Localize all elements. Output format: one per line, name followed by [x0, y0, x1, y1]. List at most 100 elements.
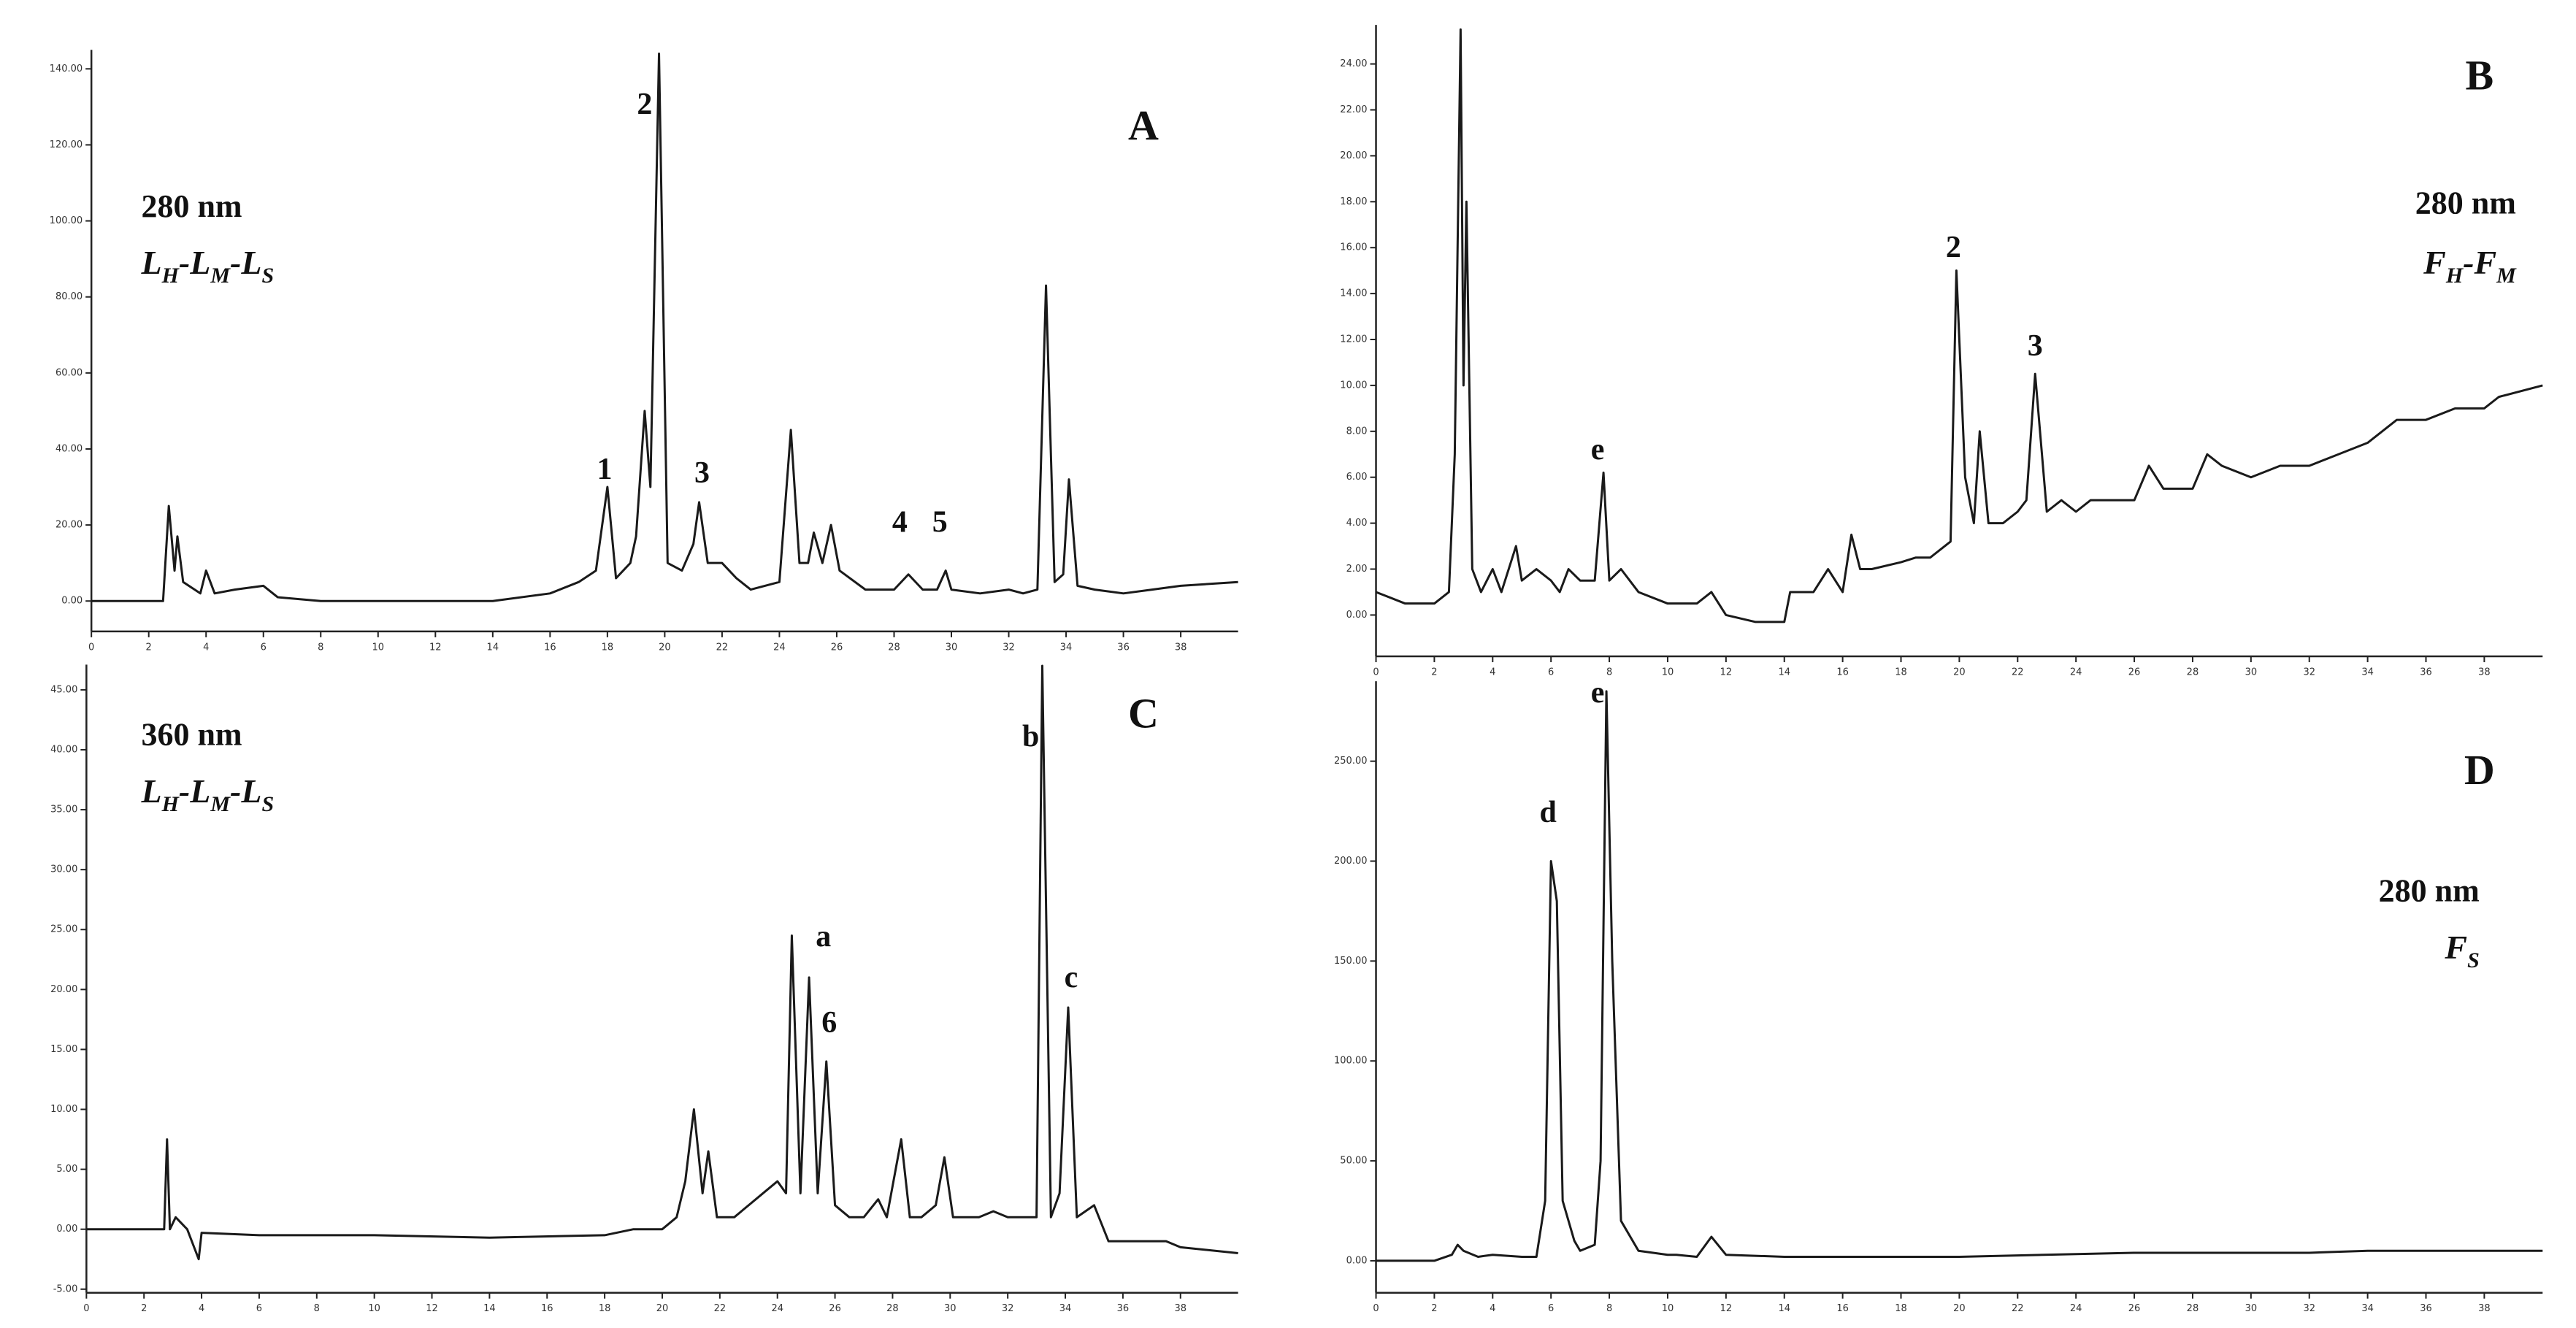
x-tick-label: 36: [2420, 1303, 2432, 1314]
x-tick-label: 14: [483, 1303, 496, 1314]
peak-label: 6: [821, 1006, 837, 1040]
sample-text: -L: [179, 244, 210, 281]
x-tick-label: 12: [426, 1303, 438, 1314]
peak-label: 2: [1946, 231, 1961, 264]
x-tick-label: 26: [2128, 667, 2141, 678]
panel-letter: B: [2465, 52, 2493, 99]
x-tick-label: 6: [256, 1303, 262, 1314]
panel-letter: A: [1128, 101, 1159, 149]
y-tick-label: 40.00: [55, 443, 83, 454]
y-tick-label: 24.00: [1340, 58, 1367, 69]
x-tick-label: 34: [2361, 667, 2374, 678]
wavelength: 360 nm: [141, 717, 242, 753]
sample-text: F: [2444, 928, 2467, 965]
y-tick-label: 20.00: [1340, 150, 1367, 161]
x-tick-label: 28: [2187, 667, 2199, 678]
y-tick-label: 10.00: [50, 1104, 77, 1115]
sample-subscript: S: [2467, 948, 2480, 972]
x-tick-label: 30: [2245, 667, 2258, 678]
y-tick-label: 18.00: [1340, 196, 1367, 207]
x-tick-label: 26: [829, 1303, 841, 1314]
x-tick-label: 18: [602, 642, 614, 653]
x-tick-label: 14: [487, 642, 499, 653]
peak-label: 5: [932, 506, 948, 540]
x-tick-label: 34: [1059, 1303, 1072, 1314]
x-tick-label: 14: [1778, 667, 1790, 678]
sample-subscript: H: [161, 264, 180, 288]
x-tick-label: 24: [771, 1303, 783, 1314]
x-tick-label: 36: [1117, 642, 1130, 653]
sample-label: FH-FM: [2423, 244, 2517, 288]
y-tick-label: 14.00: [1340, 288, 1367, 299]
peak-label: a: [816, 920, 831, 953]
x-tick-label: 32: [1002, 1303, 1014, 1314]
sample-subscript: M: [210, 792, 231, 816]
y-tick-label: 0.00: [56, 1224, 77, 1235]
x-tick-label: 16: [1836, 667, 1849, 678]
sample-text: -L: [230, 772, 261, 809]
x-tick-label: 20: [1953, 667, 1966, 678]
y-tick-label: 2.00: [1346, 564, 1368, 575]
y-tick-label: 50.00: [1340, 1156, 1367, 1167]
sample-subscript: M: [210, 264, 231, 288]
x-tick-label: 32: [1003, 642, 1015, 653]
x-tick-label: 10: [1662, 1303, 1674, 1314]
x-tick-label: 10: [1662, 667, 1674, 678]
x-tick-label: 0: [1373, 1303, 1379, 1314]
x-tick-label: 30: [944, 1303, 957, 1314]
y-tick-label: -5.00: [53, 1283, 78, 1294]
x-tick-label: 10: [368, 1303, 380, 1314]
x-tick-label: 22: [2012, 667, 2024, 678]
x-tick-label: 20: [1953, 1303, 1966, 1314]
trace: [1375, 28, 2543, 623]
sample-text: -L: [179, 772, 210, 809]
sample-subscript: H: [2445, 264, 2464, 288]
x-tick-label: 10: [372, 642, 385, 653]
sample-text: F: [2423, 244, 2446, 281]
y-tick-label: 0.00: [1346, 610, 1368, 621]
x-tick-label: 0: [1373, 667, 1379, 678]
x-tick-label: 26: [2128, 1303, 2141, 1314]
x-tick-label: 34: [2361, 1303, 2374, 1314]
x-tick-label: 36: [1117, 1303, 1130, 1314]
x-tick-label: 6: [1548, 667, 1554, 678]
x-tick-label: 2: [1431, 667, 1437, 678]
wavelength: 280 nm: [2379, 873, 2480, 909]
x-tick-label: 2: [1431, 1303, 1437, 1314]
x-tick-label: 20: [656, 1303, 669, 1314]
x-tick-label: 12: [1720, 1303, 1733, 1314]
trace: [86, 664, 1238, 1261]
sample-text: -L: [230, 244, 261, 281]
x-tick-label: 36: [2420, 667, 2432, 678]
x-tick-label: 16: [541, 1303, 553, 1314]
x-tick-label: 34: [1060, 642, 1073, 653]
sample-label: FS: [2444, 928, 2479, 972]
y-tick-label: 120.00: [50, 139, 83, 150]
y-tick-label: 5.00: [56, 1164, 77, 1175]
x-tick-label: 2: [141, 1303, 147, 1314]
sample-label: LH-LM-LS: [140, 772, 274, 816]
x-tick-label: 4: [199, 1303, 204, 1314]
wavelength: 280 nm: [141, 188, 242, 224]
peak-label: 3: [2028, 329, 2043, 363]
y-tick-label: 35.00: [50, 805, 77, 815]
x-tick-label: 22: [714, 1303, 727, 1314]
sample-subscript: S: [261, 264, 274, 288]
x-tick-label: 0: [88, 642, 94, 653]
y-tick-label: 200.00: [1334, 856, 1368, 867]
x-tick-label: 18: [599, 1303, 611, 1314]
x-tick-label: 4: [1490, 667, 1495, 678]
x-tick-label: 38: [1175, 642, 1187, 653]
x-tick-label: 6: [1548, 1303, 1554, 1314]
x-tick-label: 6: [261, 642, 267, 653]
y-tick-label: 20.00: [55, 520, 83, 531]
y-tick-label: 22.00: [1340, 104, 1367, 115]
y-tick-label: 0.00: [1346, 1255, 1368, 1266]
y-tick-label: 20.00: [50, 984, 77, 995]
sample-label: LH-LM-LS: [140, 244, 274, 288]
x-tick-label: 22: [2012, 1303, 2024, 1314]
x-tick-label: 26: [831, 642, 843, 653]
sample-subscript: H: [161, 792, 180, 816]
x-tick-label: 24: [2070, 667, 2082, 678]
